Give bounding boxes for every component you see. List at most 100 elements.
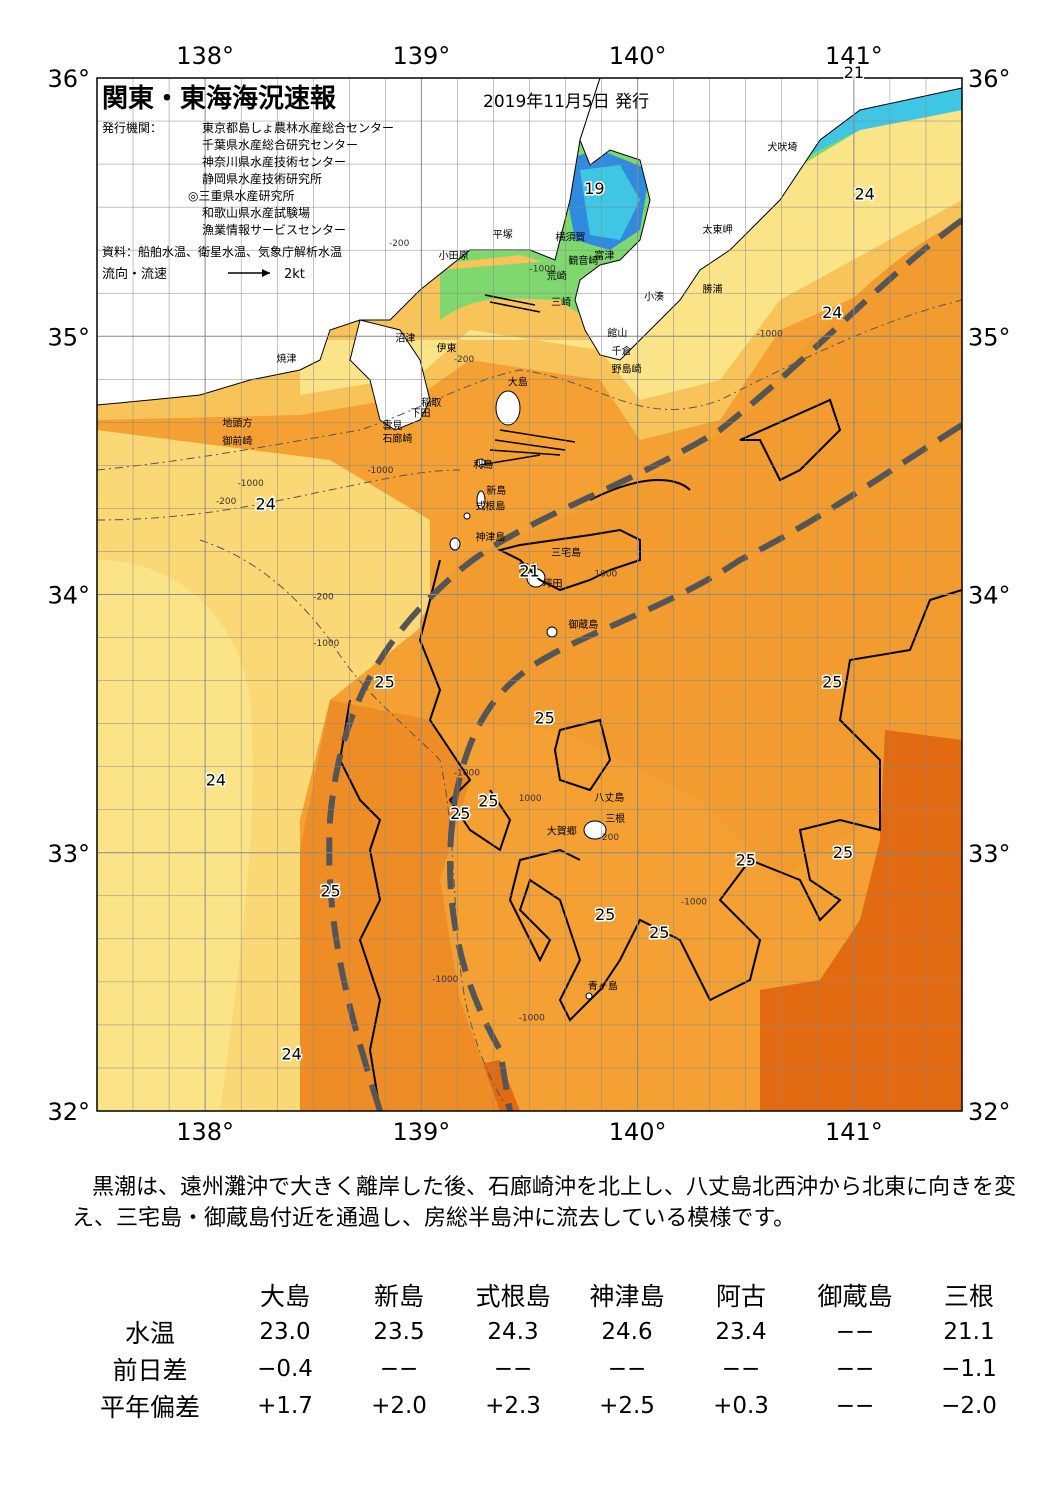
isotherm-label: 25 xyxy=(822,672,842,691)
column-header: 三根 xyxy=(943,1281,994,1311)
place-label: 千倉 xyxy=(612,344,632,357)
row-label: 平年偏差 xyxy=(99,1392,200,1422)
column-header: 御蔵島 xyxy=(817,1281,893,1311)
table-cell: +2.3 xyxy=(485,1392,541,1419)
place-label: 八丈島 xyxy=(594,791,624,804)
isotherm-label: 19 xyxy=(584,179,604,198)
table-cell: −− xyxy=(835,1355,875,1382)
isotherm-label: 25 xyxy=(649,923,669,942)
table-cell: 23.0 xyxy=(259,1318,311,1345)
place-label: 御蔵島 xyxy=(568,618,598,631)
depth-label: -1000 xyxy=(432,975,458,985)
depth-contour xyxy=(199,539,511,1111)
lat-tick-label: 32° xyxy=(968,1098,1011,1126)
island-aogashima xyxy=(585,992,593,1000)
column-header: 神津島 xyxy=(589,1281,665,1311)
lon-tick-label: 138° xyxy=(176,42,234,70)
table-cell: −− xyxy=(721,1355,761,1382)
island-hachijojima xyxy=(583,820,607,840)
table-cell: 24.6 xyxy=(601,1318,653,1345)
place-label: 阿古 xyxy=(519,561,539,574)
place-label: 三宅島 xyxy=(551,546,581,559)
sea-tokyo-bay-cyan xyxy=(580,165,640,240)
depth-label: -200 xyxy=(216,497,237,507)
current-arrow xyxy=(479,454,541,466)
place-label: 横須賀 xyxy=(555,231,585,244)
table-cell: 23.5 xyxy=(373,1318,425,1345)
lon-tick-label: 139° xyxy=(392,42,450,70)
map-frame xyxy=(96,77,963,1112)
row-label: 水温 xyxy=(124,1318,175,1348)
island-niijima xyxy=(476,490,486,510)
table-cell: 23.4 xyxy=(715,1318,767,1345)
place-label: 式根島 xyxy=(475,499,505,512)
isotherm-label: 24 xyxy=(255,494,275,513)
current-arrow xyxy=(499,429,576,443)
isotherm-line xyxy=(508,589,962,1022)
table-row: 平年偏差 +1.7 +2.0 +2.3 +2.5 +0.3 −− −2.0 xyxy=(72,1387,1026,1424)
depth-label: -200 xyxy=(454,355,475,365)
kuroshio-summary: 黒潮は、遠州灘沖で大きく離岸した後、石廊崎沖を北上し、八丈島北西沖から北東に向き… xyxy=(72,1175,1017,1231)
isotherm-label: 25 xyxy=(833,843,853,862)
map-svg: 138° 139° 140° 141° 138° 139° 140° 141° 36° 35°… xyxy=(47,42,1011,1146)
place-label: 館山 xyxy=(607,326,627,339)
table-cell: −− xyxy=(493,1355,533,1382)
depth-label: 1000 xyxy=(519,794,542,804)
column-header: 阿古 xyxy=(715,1281,766,1311)
publisher-item: 千葉県水産総合研究センター xyxy=(202,137,358,152)
column-header: 式根島 xyxy=(475,1281,551,1311)
lat-tick-label: 33° xyxy=(968,840,1011,868)
isotherm-label: 25 xyxy=(736,851,756,870)
station-temperature-table: 大島 新島 式根島 神津島 阿古 御蔵島 三根 水温 23.0 23.5 24.… xyxy=(72,1276,1026,1424)
table-cell: −0.4 xyxy=(257,1355,313,1382)
table-cell: −2.0 xyxy=(941,1392,997,1419)
depth-label: -1000 xyxy=(313,639,339,649)
place-label: 石廊崎 xyxy=(382,432,412,445)
depth-label: -1000 xyxy=(454,768,480,778)
publisher-item: 東京都島しょ農林水産総合センター xyxy=(202,120,394,135)
land-honshu-west xyxy=(97,78,601,406)
isotherm-label: 21 xyxy=(844,63,864,82)
issue-date: 2019年11月5日 発行 xyxy=(483,92,649,112)
lat-tick-label: 32° xyxy=(47,1098,90,1126)
place-label: 沼津 xyxy=(395,331,415,344)
place-label: 犬吠埼 xyxy=(767,140,797,153)
depth-label: -1000 xyxy=(238,479,264,489)
kuroshio-axis-south xyxy=(447,422,962,1111)
place-label: 荒崎 xyxy=(547,269,567,282)
land-izu-peninsula xyxy=(349,319,431,431)
map-title: 関東・東海海況速報 xyxy=(102,84,337,114)
depth-label: -200 xyxy=(389,239,410,249)
place-label: 御前崎 xyxy=(222,435,252,448)
table-corner xyxy=(72,1276,228,1313)
lon-tick-label: 141° xyxy=(825,42,883,70)
table-cell: −− xyxy=(835,1392,875,1419)
place-label: 大島 xyxy=(508,375,528,388)
place-label: 勝浦 xyxy=(703,282,723,295)
place-label: 観音崎 xyxy=(568,254,598,267)
current-legend-label: 流向・流速 xyxy=(102,266,167,282)
lon-axis-top: 138° 139° 140° 141° xyxy=(176,42,883,70)
publisher-item: 和歌山県水産試験場 xyxy=(202,205,310,220)
place-label: 三崎 xyxy=(551,295,571,308)
lon-tick-label: 141° xyxy=(825,1118,883,1146)
place-label: 青ヶ島 xyxy=(588,980,618,993)
publisher-item: 静岡県水産技術研究所 xyxy=(202,171,322,186)
table-cell: +2.0 xyxy=(371,1392,427,1419)
current-arrow xyxy=(489,301,541,313)
depth-label: -1000 xyxy=(681,897,707,907)
place-label: 大賀郷 xyxy=(547,825,577,838)
kuroshio-axes xyxy=(326,217,962,1111)
depth-label: 1000 xyxy=(594,569,617,579)
place-label: 利島 xyxy=(473,458,493,471)
depth-contours xyxy=(97,299,962,1111)
table-cell: +2.5 xyxy=(599,1392,655,1419)
lat-axis-right: 36° 35° 34° 33° 32° xyxy=(968,65,1011,1126)
publisher-item: 漁業情報サービスセンター xyxy=(202,223,346,237)
table-cell: −− xyxy=(835,1318,875,1345)
publisher-label: 発行機関： xyxy=(102,120,162,135)
data-source: 資料：船舶水温、衛星水温、気象庁解析水温 xyxy=(102,244,342,259)
island-kozushima xyxy=(449,537,461,551)
row-label: 前日差 xyxy=(112,1355,188,1385)
current-arrow xyxy=(489,449,561,456)
